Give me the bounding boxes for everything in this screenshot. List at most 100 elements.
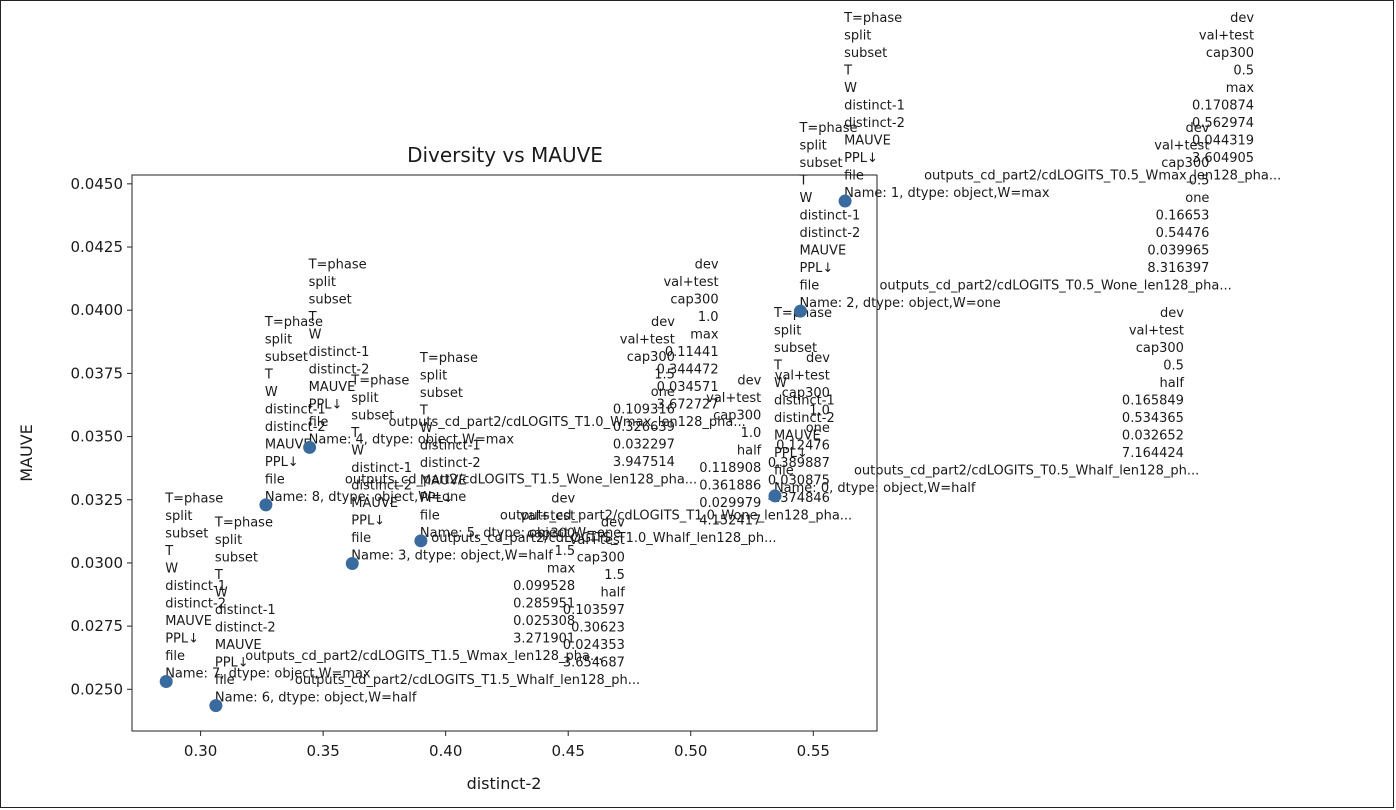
annotation-file-value: outputs_cd_part2/cdLOGITS_T1.0_Wmax_len1…	[389, 415, 746, 430]
annotation-row-value: 0.16653	[1156, 209, 1210, 224]
annotation-row-label: PPL↓	[799, 261, 833, 276]
annotation-row-value: val+test	[663, 275, 718, 290]
annotation-row-label: split	[774, 323, 801, 338]
annotation-row-value: 0.5	[1233, 64, 1254, 79]
annotation-row-label: T=phase	[419, 351, 478, 366]
annotation-file-value: outputs_cd_part2/cdLOGITS_T1.5_Wone_len1…	[345, 472, 697, 487]
annotation-row-label: subset	[844, 46, 887, 61]
annotation-row-label: distinct-1	[351, 461, 412, 476]
x-tick-label: 0.40	[429, 742, 462, 760]
annotation-row-value: 0.029979	[699, 496, 761, 511]
annotation-row-label: MAUVE	[265, 437, 312, 452]
x-tick-label: 0.50	[674, 742, 707, 760]
y-tick-label: 0.0375	[71, 364, 124, 382]
annotation-row-label: W	[844, 81, 857, 96]
annotation-row-value: 0.12476	[776, 438, 830, 453]
annotation-row-value: 0.103597	[563, 603, 625, 618]
annotation-row-label: split	[309, 275, 336, 290]
scatter-point	[793, 304, 807, 318]
x-tick-label: 0.45	[552, 742, 585, 760]
annotation-row-value: 0.109316	[613, 402, 675, 417]
annotation-name-line: Name: 3, dtype: object,W=half	[351, 548, 553, 563]
annotation-name-line: Name: 7, dtype: object,W=max	[165, 667, 371, 682]
annotation-row-label: subset	[799, 156, 842, 171]
annotation-row-label: MAUVE	[420, 473, 467, 488]
annotation-row-value: 1.0	[809, 403, 830, 418]
annotation-row-label: file	[165, 649, 185, 664]
annotation-row-label: T	[773, 358, 782, 373]
annotation-row-label: subset	[265, 350, 308, 365]
annotation-row-label: distinct-1	[420, 438, 481, 453]
annotation-row-value: 0.025308	[513, 614, 575, 629]
scatter-points	[159, 194, 852, 713]
annotation-row-value: 0.326639	[613, 420, 675, 435]
annotation-row-label: distinct-2	[844, 116, 905, 131]
annotation-row-label: T=phase	[214, 516, 273, 531]
annotation-row-label: T=phase	[843, 11, 902, 26]
x-tick-label: 0.30	[184, 742, 217, 760]
annotation-row-value: val+test	[1199, 29, 1254, 44]
annotation-row-label: T	[264, 367, 273, 382]
annotation-row-value: dev	[601, 516, 625, 531]
annotation-row-value: cap300	[627, 350, 675, 365]
annotation-row-label: T	[308, 310, 317, 325]
annotation-row-label: MAUVE	[774, 428, 821, 443]
annotation-row-value: 0.361886	[699, 478, 761, 493]
annotation-row-label: file	[844, 169, 864, 184]
annotation-row-value: cap300	[782, 386, 830, 401]
annotation-row-label: subset	[165, 527, 208, 542]
annotation-row-value: 0.165849	[1122, 393, 1184, 408]
annotation-row-label: T=phase	[264, 315, 323, 330]
annotation-file-value: outputs_cd_part2/cdLOGITS_T1.5_Whalf_len…	[295, 673, 640, 688]
annotation-row-label: T	[164, 544, 173, 559]
annotation-row-value: 0.039965	[1147, 244, 1209, 259]
annotation-row-label: subset	[309, 292, 352, 307]
annotation-row-label: distinct-2	[420, 456, 481, 471]
annotation-row-label: PPL↓	[420, 491, 454, 506]
annotation-row-label: split	[215, 533, 242, 548]
scatter-point	[345, 556, 359, 570]
annotation-row-label: distinct-2	[309, 362, 370, 377]
annotation-row-label: file	[309, 415, 329, 430]
annotation-row-label: file	[774, 463, 794, 478]
annotation-row-label: T=phase	[308, 257, 367, 272]
chart-title: Diversity vs MAUVE	[407, 143, 603, 167]
annotation-row-label: subset	[351, 408, 394, 423]
annotation-row-value: 3.654687	[563, 656, 625, 671]
annotation-row-value: val+test	[775, 368, 830, 383]
annotation-row-value: 0.5	[1189, 174, 1210, 189]
annotation-name-line: Name: 1, dtype: object,W=max	[844, 186, 1050, 201]
annotation-row-value: cap300	[1161, 156, 1209, 171]
annotation-row-label: W	[420, 421, 433, 436]
annotation-row-label: PPL↓	[309, 397, 343, 412]
annotation-row-value: 3.672727	[657, 397, 719, 412]
annotation-row-label: distinct-1	[844, 99, 905, 114]
annotation-row-value: dev	[737, 373, 761, 388]
annotation-name-line: Name: 2, dtype: object,W=one	[799, 296, 1000, 311]
annotation-row-value: one	[651, 385, 675, 400]
annotation-row-value: max	[690, 327, 719, 342]
annotation-row-value: half	[600, 586, 625, 601]
annotation-row-label: PPL↓	[844, 151, 878, 166]
annotation-row-value: cap300	[1136, 341, 1184, 356]
annotation-row-label: split	[351, 391, 378, 406]
annotation-row-value: val+test	[570, 533, 625, 548]
annotation-row-value: cap300	[670, 292, 718, 307]
annotation-row-value: 0.30623	[571, 621, 625, 636]
annotation-row-value: cap300	[713, 408, 761, 423]
annotation-row-value: 0.030875	[768, 473, 830, 488]
annotation-name-line: Name: 5, dtype: object,W=one	[420, 526, 621, 541]
annotation-row-label: distinct-1	[309, 345, 370, 360]
annotation-row-value: dev	[551, 492, 575, 507]
annotation-row-label: T=phase	[798, 121, 857, 136]
annotation-row-value: dev	[695, 257, 719, 272]
annotation-row-value: half	[1160, 376, 1185, 391]
x-axis: 0.30 0.35 0.40 0.45 0.50 0.55	[184, 731, 830, 760]
annotation-row-label: distinct-2	[165, 597, 226, 612]
annotation-row-value: 1.0	[698, 310, 719, 325]
annotation-row-label: distinct-1	[265, 402, 326, 417]
annotation-name-line: Name: 6, dtype: object,W=half	[215, 691, 417, 706]
annotation-row-label: split	[799, 139, 826, 154]
